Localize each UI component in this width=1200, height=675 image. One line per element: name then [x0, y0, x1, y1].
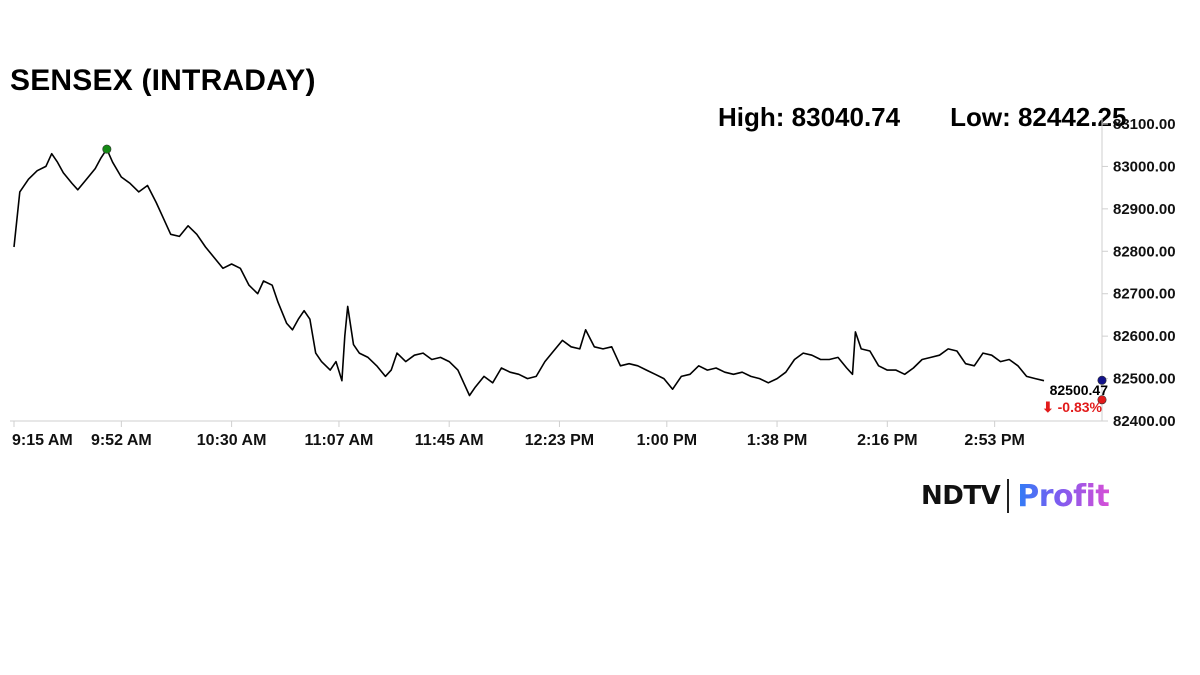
change-percent-label: ⬇ -0.83%	[1042, 399, 1103, 415]
last-value-label: 82500.47	[1050, 382, 1109, 398]
ndtv-profit-logo: NDTV Profit	[921, 478, 1110, 514]
y-tick-label: 83100.00	[1113, 116, 1176, 133]
low-label: Low: 82442.25	[950, 102, 1127, 132]
x-tick-label: 12:23 PM	[525, 432, 594, 449]
y-tick-label: 83000.00	[1113, 158, 1176, 175]
high-label: High: 83040.74	[718, 102, 901, 132]
y-tick-label: 82500.00	[1113, 371, 1176, 388]
current-marker	[1097, 375, 1107, 385]
chart-title: SENSEX (INTRADAY)	[10, 64, 316, 97]
y-tick-label: 82600.00	[1113, 328, 1176, 345]
high-marker	[102, 144, 112, 154]
x-tick-label: 1:00 PM	[637, 432, 697, 449]
y-tick-label: 82400.00	[1113, 413, 1176, 430]
x-tick-label: 9:52 AM	[91, 432, 152, 449]
x-tick-label: 2:16 PM	[857, 432, 917, 449]
low-marker	[1097, 395, 1107, 405]
x-tick-label: 9:15 AM	[12, 432, 73, 449]
high-low-summary: High: 83040.74 Low: 82442.25	[718, 102, 1126, 133]
x-tick-label: 11:45 AM	[415, 432, 484, 449]
brand-sub: Profit	[1017, 478, 1110, 514]
y-tick-label: 82800.00	[1113, 243, 1176, 260]
y-tick-label: 82900.00	[1113, 201, 1176, 218]
x-axis-ticks: 9:15 AM 9:52 AM 10:30 AM 11:07 AM 11:45 AM 12…	[12, 421, 1025, 449]
sensex-series-line	[13, 148, 1045, 397]
y-axis-ticks: 82400.00 82500.00 82600.00 82700.00 82800.00…	[1102, 116, 1176, 430]
brand-name: NDTV	[921, 481, 1001, 511]
logo-separator	[1007, 479, 1010, 513]
x-tick-label: 10:30 AM	[197, 432, 267, 449]
x-tick-label: 1:38 PM	[747, 432, 807, 449]
chart-markers	[102, 144, 1107, 405]
x-tick-label: 11:07 AM	[305, 432, 374, 449]
y-tick-label: 82700.00	[1113, 286, 1176, 303]
x-tick-label: 2:53 PM	[964, 432, 1024, 449]
